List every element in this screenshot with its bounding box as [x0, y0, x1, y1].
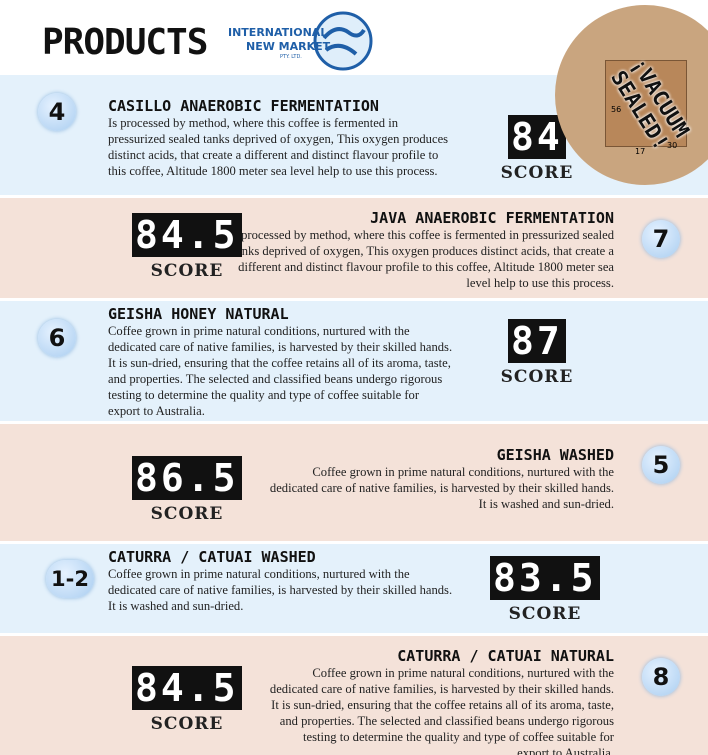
product-name: CASILLO ANAEROBIC FERMENTATION: [108, 97, 379, 115]
product-row: 7 JAVA ANAEROBIC FERMENTATION Is processed…: [0, 198, 708, 298]
product-name: GEISHA WASHED: [496, 446, 614, 464]
product-row: 5 GEISHA WASHED Coffee grown in prime natu…: [0, 424, 708, 541]
product-name: JAVA ANAEROBIC FERMENTATION: [370, 209, 614, 227]
box-label: 30: [667, 141, 678, 150]
product-row: 1-2 CATURRA / CATUAI WASHED Coffee grown i…: [0, 544, 708, 633]
product-number: 6: [38, 319, 76, 357]
logo-line1: INTERNATIONAL: [228, 26, 328, 39]
product-row: 6 GEISHA HONEY NATURAL Coffee grown in pri…: [0, 301, 708, 421]
score-label: SCORE: [508, 604, 582, 624]
product-description: Coffee grown in prime natural conditions…: [269, 465, 614, 511]
score-label: SCORE: [500, 367, 574, 387]
score-label: SCORE: [150, 714, 224, 734]
score: 87: [508, 319, 566, 363]
score-label: SCORE: [150, 504, 224, 524]
score: 84.5: [132, 666, 242, 710]
product-name: GEISHA HONEY NATURAL: [108, 305, 289, 323]
logo-line3: PTY. LTD.: [280, 54, 302, 60]
product-description: Is processed by method, where this coffe…: [228, 228, 614, 290]
title: PRODUCTS: [42, 22, 208, 63]
product-row: 4 CASILLO ANAEROBIC FERMENTATION Is proces…: [0, 75, 708, 195]
vacuum-badge: 56 17 30 ¡VACUUM SEALED!: [555, 5, 708, 185]
logo-globe: [313, 11, 373, 71]
product-box: [605, 60, 687, 147]
product-number: 5: [642, 446, 680, 484]
score-label: SCORE: [500, 163, 574, 183]
logo-line2: NEW MARKET: [246, 40, 331, 53]
score: 84: [508, 115, 566, 159]
score: 84.5: [132, 213, 242, 257]
product-row: 8 CATURRA / CATUAI NATURAL Coffee grown in…: [0, 636, 708, 755]
product-description: Is processed by method, where this coffe…: [108, 116, 449, 178]
product-number: 4: [38, 93, 76, 131]
score: 83.5: [490, 556, 600, 600]
product-description: Coffee grown in prime natural conditions…: [108, 324, 453, 418]
product-description: Coffee grown in prime natural conditions…: [269, 666, 614, 755]
score-label: SCORE: [150, 261, 224, 281]
logo: INTERNATIONAL NEW MARKET PTY. LTD.: [228, 10, 378, 71]
score: 86.5: [132, 456, 242, 500]
product-number: 1-2: [46, 560, 94, 598]
product-name: CATURRA / CATUAI NATURAL: [397, 647, 614, 665]
box-label: 17: [635, 147, 646, 156]
box-label: 56: [611, 105, 622, 114]
product-number: 8: [642, 658, 680, 696]
product-number: 7: [642, 220, 680, 258]
product-name: CATURRA / CATUAI WASHED: [108, 548, 316, 566]
product-description: Coffee grown in prime natural conditions…: [108, 567, 453, 613]
